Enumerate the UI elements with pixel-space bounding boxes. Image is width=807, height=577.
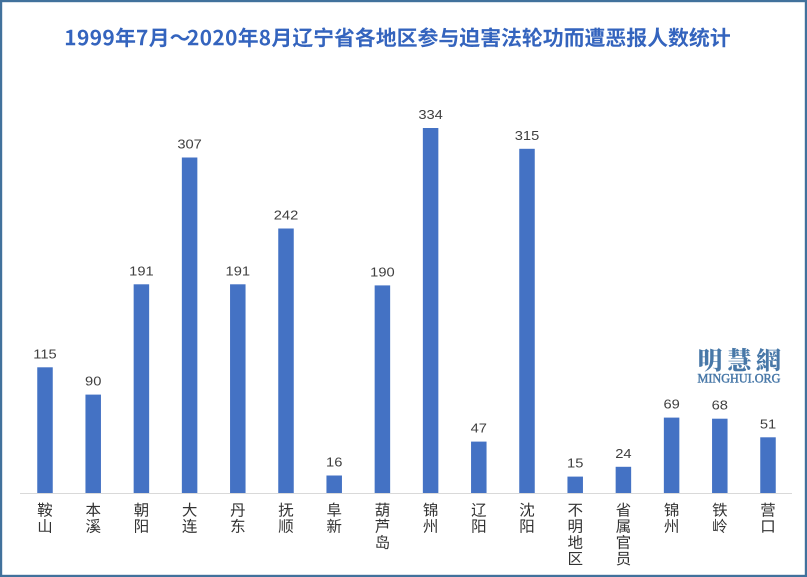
svg-text:190: 190 — [370, 264, 395, 279]
svg-text:15: 15 — [567, 455, 584, 470]
svg-text:69: 69 — [663, 396, 680, 411]
svg-text:MINGHUI.ORG: MINGHUI.ORG — [698, 371, 781, 385]
svg-text:90: 90 — [85, 373, 102, 388]
svg-text:47: 47 — [471, 420, 488, 435]
svg-text:242: 242 — [274, 207, 299, 222]
svg-text:191: 191 — [129, 263, 154, 278]
svg-text:16: 16 — [326, 454, 343, 469]
svg-text:115: 115 — [33, 346, 57, 361]
svg-text:307: 307 — [177, 136, 202, 151]
svg-text:68: 68 — [712, 398, 729, 413]
svg-text:191: 191 — [226, 263, 251, 278]
svg-text:24: 24 — [615, 446, 632, 461]
svg-text:334: 334 — [418, 107, 443, 122]
svg-text:51: 51 — [760, 416, 777, 431]
svg-text:315: 315 — [515, 128, 540, 143]
